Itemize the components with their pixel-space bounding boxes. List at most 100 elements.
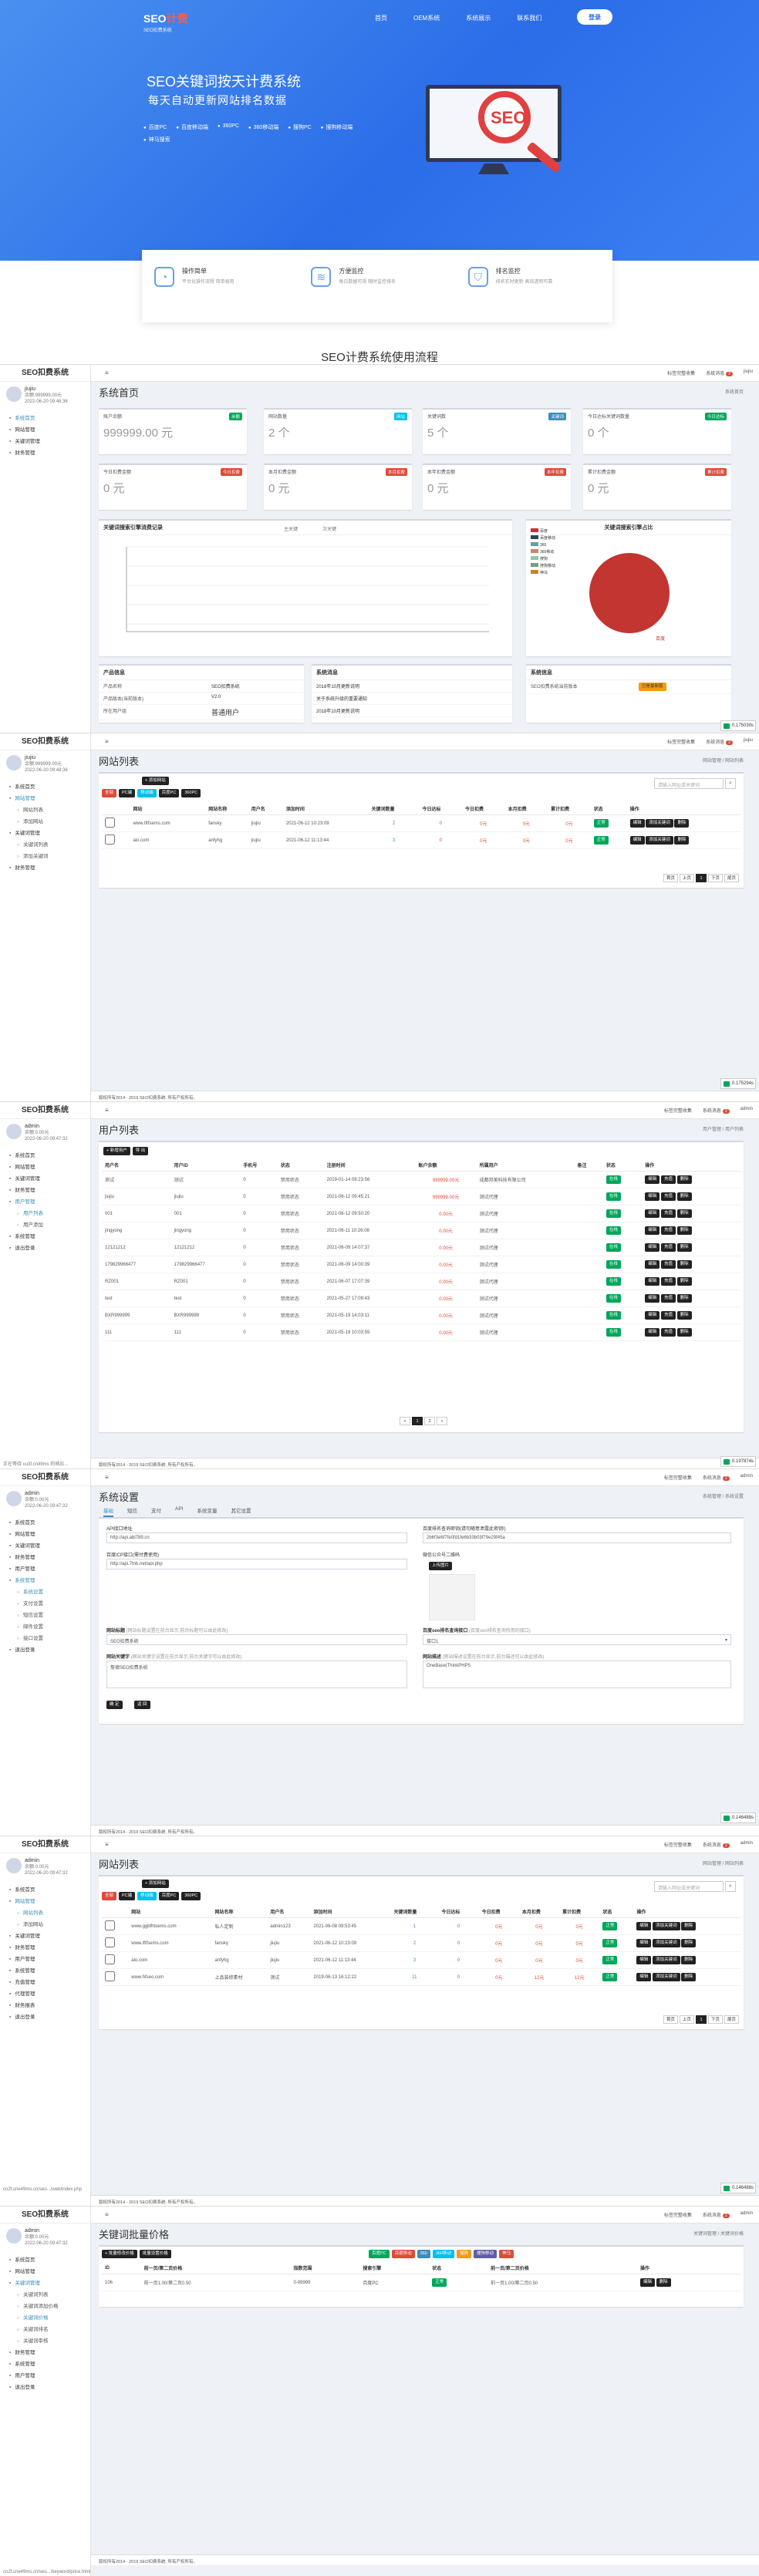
- site-title-input[interactable]: SEO扣费系统: [106, 1634, 407, 1645]
- edit-button[interactable]: 编辑: [645, 1294, 660, 1303]
- status-badge[interactable]: 在线: [606, 1294, 621, 1303]
- recharge-button[interactable]: 充值: [660, 1192, 676, 1201]
- add-keyword-button[interactable]: 添加关键词: [653, 1922, 680, 1930]
- delete-button[interactable]: 删除: [676, 1192, 692, 1201]
- edit-button[interactable]: 编辑: [645, 1209, 660, 1218]
- delete-button[interactable]: 删除: [676, 1311, 692, 1320]
- recharge-button[interactable]: 充值: [660, 1260, 676, 1269]
- row-checkbox[interactable]: [105, 1971, 115, 1981]
- confirm-button[interactable]: 确 定: [106, 1701, 123, 1709]
- icp-api-input[interactable]: http://api.7tnb.net/api.php: [106, 1559, 407, 1570]
- sidebar-item[interactable]: 关键词列表: [0, 839, 90, 851]
- top-user[interactable]: jiujiu: [743, 369, 753, 374]
- hamburger-icon[interactable]: ≡: [105, 1474, 109, 1481]
- tab[interactable]: 基础: [103, 1506, 113, 1517]
- upload-button[interactable]: 上传图片: [429, 1562, 453, 1570]
- edit-button[interactable]: 编辑: [645, 1277, 660, 1286]
- search-input[interactable]: 请输入网址或关键词: [654, 778, 724, 789]
- message-link[interactable]: 关于系统升级的重要通知: [316, 697, 368, 702]
- row-checkbox[interactable]: [105, 818, 115, 828]
- rank-api-select[interactable]: 接口1 ▾: [423, 1634, 731, 1645]
- sidebar-item[interactable]: 关键词管理: [0, 828, 90, 839]
- sidebar-item[interactable]: 关键词价格: [0, 2312, 90, 2324]
- delete-button[interactable]: 删除: [656, 2278, 671, 2287]
- sidebar-item[interactable]: 网站管理: [0, 1529, 90, 1540]
- delete-button[interactable]: 删除: [681, 1922, 697, 1930]
- delete-button[interactable]: 删除: [676, 1328, 692, 1337]
- sidebar-item[interactable]: 财务管理: [0, 447, 90, 459]
- sidebar-item[interactable]: 系统首页: [0, 1517, 90, 1529]
- filter-button[interactable]: PC端: [119, 1892, 136, 1900]
- delete-button[interactable]: 删除: [681, 1939, 697, 1947]
- message-link[interactable]: 2018年10月更新说明: [316, 710, 360, 714]
- edit-button[interactable]: 编辑: [629, 836, 645, 845]
- sidebar-item[interactable]: 网站管理: [0, 424, 90, 436]
- status-badge[interactable]: 在线: [606, 1209, 621, 1218]
- sidebar-item[interactable]: 网站列表: [0, 1907, 90, 1919]
- sidebar-item[interactable]: 退出登录: [0, 2382, 90, 2393]
- add-keyword-button[interactable]: 添加关键词: [653, 1939, 680, 1947]
- row-checkbox[interactable]: [105, 1937, 115, 1947]
- edit-button[interactable]: 编辑: [645, 1328, 660, 1337]
- recharge-button[interactable]: 充值: [660, 1311, 676, 1320]
- login-button[interactable]: 登录: [577, 9, 612, 25]
- sidebar-item[interactable]: 关键词排名: [0, 2324, 90, 2335]
- breadcrumb[interactable]: 关键词管理 / 关键词价格: [693, 2232, 744, 2237]
- sidebar-item[interactable]: 添加网站: [0, 1919, 90, 1930]
- search-icon[interactable]: ⌕: [725, 1881, 736, 1892]
- edit-button[interactable]: 编辑: [636, 1939, 652, 1947]
- row-checkbox[interactable]: [105, 1954, 115, 1964]
- engine-tag[interactable]: 360: [417, 2250, 430, 2258]
- sidebar-item[interactable]: 用户添加: [0, 1219, 90, 1231]
- filter-button[interactable]: 百度PC: [158, 789, 180, 797]
- status-badge[interactable]: 在线: [606, 1311, 621, 1320]
- delete-button[interactable]: 删除: [676, 1175, 692, 1184]
- site-keywords-textarea[interactable]: 詹德SEO扣费系统: [106, 1661, 407, 1688]
- sidebar-item[interactable]: 财务管理: [0, 1552, 90, 1563]
- sidebar-item[interactable]: 网站管理: [0, 793, 90, 804]
- delete-button[interactable]: 删除: [676, 1226, 692, 1235]
- edit-button[interactable]: 编辑: [636, 1956, 652, 1964]
- sidebar-item[interactable]: 用户管理: [0, 1563, 90, 1575]
- set-price-button[interactable]: 批量设置价格: [139, 2250, 171, 2258]
- row-checkbox[interactable]: [105, 835, 115, 845]
- delete-button[interactable]: 删除: [681, 1956, 697, 1964]
- sidebar-item[interactable]: 代理管理: [0, 1988, 90, 2000]
- search-input[interactable]: 请输入网址或关键词: [654, 1881, 724, 1892]
- hamburger-icon[interactable]: ≡: [105, 2211, 109, 2218]
- sidebar-item[interactable]: 退出登录: [0, 1644, 90, 1656]
- sidebar-item[interactable]: 退出登录: [0, 2011, 90, 2023]
- sidebar-item[interactable]: 财务管理: [0, 1185, 90, 1196]
- sidebar-item[interactable]: 关键词添加价格: [0, 2301, 90, 2312]
- edit-button[interactable]: 编辑: [639, 2278, 655, 2287]
- sidebar-item[interactable]: 财务管理: [0, 2347, 90, 2359]
- sidebar-item[interactable]: 短信设置: [0, 1610, 90, 1621]
- engine-tag[interactable]: 搜狗移动: [474, 2250, 498, 2258]
- tab[interactable]: 系统变量: [197, 1509, 218, 1514]
- delete-button[interactable]: 删除: [676, 1277, 692, 1286]
- edit-button[interactable]: 编辑: [636, 1973, 652, 1981]
- status-badge[interactable]: 在线: [606, 1328, 621, 1337]
- status-badge[interactable]: 在线: [606, 1192, 621, 1201]
- tab[interactable]: 短信: [127, 1509, 137, 1514]
- add-keyword-button[interactable]: 添加关键词: [646, 836, 673, 845]
- filter-button[interactable]: 360PC: [181, 789, 201, 797]
- search-icon[interactable]: ⌕: [725, 778, 736, 789]
- add-user-button[interactable]: + 新增用户: [103, 1147, 130, 1155]
- recharge-button[interactable]: 充值: [660, 1226, 676, 1235]
- delete-button[interactable]: 删除: [681, 1973, 697, 1981]
- delete-button[interactable]: 删除: [676, 1243, 692, 1252]
- nav-oem[interactable]: OEM系统: [413, 15, 440, 22]
- sidebar-item[interactable]: 财务管理: [0, 862, 90, 874]
- site-link[interactable]: www.tftfsems.com: [128, 1934, 212, 1952]
- sidebar-item[interactable]: 关键词管理: [0, 1930, 90, 1942]
- engine-tag[interactable]: 百度移动: [391, 2250, 415, 2258]
- status-badge[interactable]: 在线: [606, 1226, 621, 1235]
- hamburger-icon[interactable]: ≡: [105, 369, 109, 376]
- sidebar-item[interactable]: 财务报表: [0, 2000, 90, 2011]
- tab[interactable]: API: [175, 1506, 184, 1512]
- edit-button[interactable]: 编辑: [645, 1192, 660, 1201]
- nav-contact[interactable]: 联系我们: [517, 15, 542, 22]
- filter-button[interactable]: 360PC: [181, 1892, 201, 1900]
- breadcrumb[interactable]: 用户管理 / 用户列表: [702, 1128, 744, 1132]
